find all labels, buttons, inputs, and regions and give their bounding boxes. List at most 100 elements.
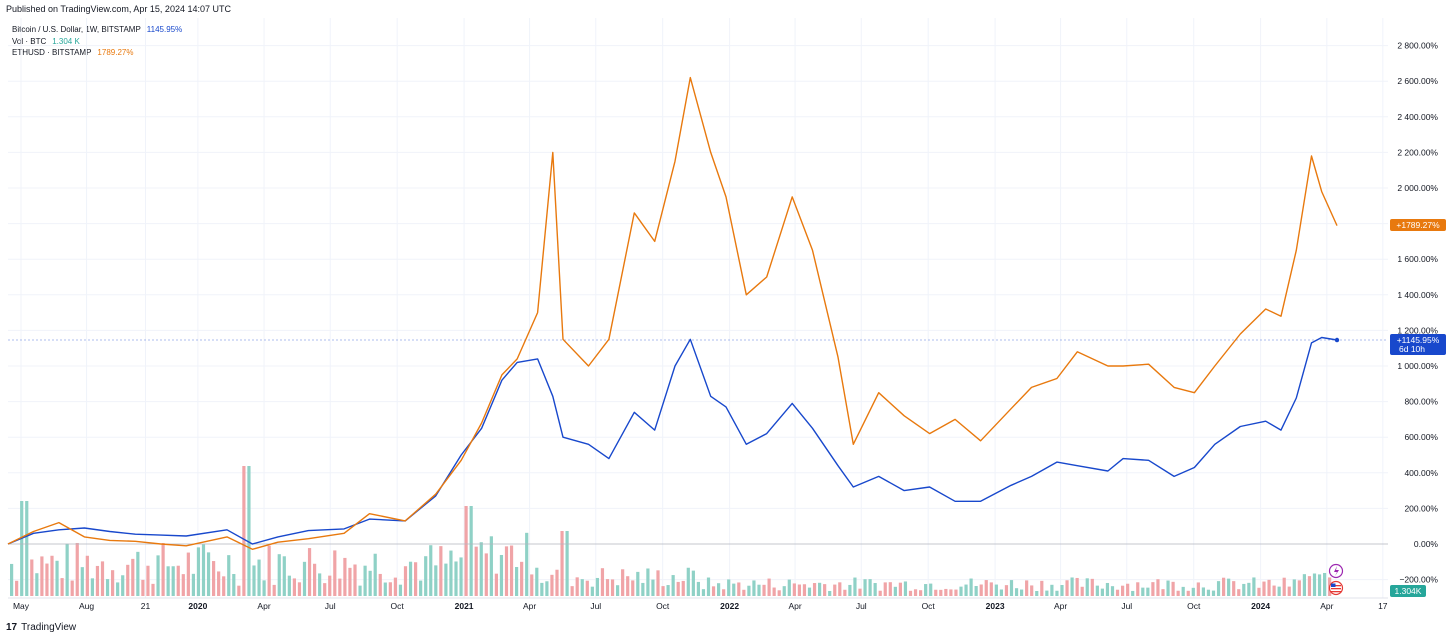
volume-bar bbox=[353, 564, 357, 596]
volume-bar bbox=[30, 559, 34, 596]
volume-bar bbox=[863, 579, 867, 596]
btc-price-tag-text: +1145.95% bbox=[1397, 335, 1440, 345]
volume-bar bbox=[686, 567, 690, 596]
volume-bar bbox=[1105, 582, 1110, 596]
legend-vol[interactable]: Vol · BTC 1.304 K bbox=[12, 36, 182, 48]
volume-bar bbox=[1146, 587, 1150, 596]
volume-bar bbox=[969, 578, 973, 596]
volume-bar bbox=[1287, 586, 1291, 596]
vol-value-tag: 1.304K bbox=[1390, 585, 1426, 597]
tradingview-brand[interactable]: 17 TradingView bbox=[6, 622, 76, 633]
volume-bar bbox=[676, 581, 680, 596]
x-tick-label: 2020 bbox=[188, 601, 207, 611]
volume-bar bbox=[55, 560, 59, 596]
volume-bar bbox=[802, 584, 807, 596]
volume-bar bbox=[888, 582, 892, 596]
volume-bar bbox=[136, 551, 140, 596]
volume-bar bbox=[550, 574, 554, 596]
volume-bar bbox=[1307, 576, 1312, 596]
volume-bar bbox=[494, 573, 498, 596]
btcusd-line bbox=[7, 336, 1338, 545]
legend-eth[interactable]: ETHUSD · BITSTAMP 1789.27% bbox=[12, 47, 182, 59]
volume-bar bbox=[605, 579, 610, 596]
volume-bar bbox=[95, 565, 100, 596]
volume-bar bbox=[1176, 590, 1180, 596]
volume-bar bbox=[1206, 589, 1211, 596]
volume-bar bbox=[636, 571, 640, 596]
volume-bar bbox=[575, 577, 579, 596]
volume-bar bbox=[262, 580, 266, 596]
legend-btc[interactable]: Bitcoin / U.S. Dollar, 1W, BITSTAMP 1145.… bbox=[12, 24, 182, 36]
volume-bar bbox=[343, 557, 347, 596]
volume-bar bbox=[843, 589, 847, 596]
volume-bar bbox=[1085, 578, 1089, 596]
volume-bar bbox=[1277, 586, 1281, 596]
volume-bar bbox=[212, 561, 216, 596]
volume-bar bbox=[590, 586, 594, 596]
volume-bar bbox=[146, 565, 150, 596]
volume-bar bbox=[313, 563, 317, 596]
volume-bar bbox=[1025, 580, 1029, 596]
x-tick-label: Oct bbox=[1187, 601, 1201, 611]
volume-bar bbox=[858, 588, 862, 596]
volume-bar bbox=[1267, 579, 1271, 596]
volume-bar bbox=[853, 577, 857, 596]
volume-bar bbox=[530, 574, 534, 596]
volume-bar bbox=[85, 555, 89, 596]
volume-bar bbox=[848, 584, 852, 596]
volume-bar bbox=[1292, 579, 1296, 596]
volume-bar bbox=[1232, 581, 1236, 596]
volume-bar bbox=[1216, 581, 1221, 596]
volume-bar bbox=[479, 542, 483, 596]
volume-bars bbox=[10, 466, 1332, 596]
volume-bar bbox=[807, 587, 812, 596]
volume-bar bbox=[1282, 577, 1286, 596]
volume-bar bbox=[414, 562, 418, 596]
volume-bar bbox=[287, 575, 291, 596]
volume-bar bbox=[934, 589, 938, 596]
volume-bar bbox=[616, 585, 620, 596]
volume-bar bbox=[621, 569, 625, 596]
price-axis[interactable]: 2 800.00% 2 600.00% 2 400.00% 2 200.00% 2 00… bbox=[1397, 41, 1438, 585]
volume-bar bbox=[70, 580, 74, 596]
x-tick-label: Jul bbox=[325, 601, 336, 611]
volume-bar bbox=[1297, 580, 1301, 596]
volume-bar bbox=[449, 550, 453, 596]
volume-bar bbox=[35, 573, 39, 596]
volume-bar bbox=[307, 548, 312, 596]
volume-bar bbox=[378, 573, 382, 596]
volume-bar bbox=[1115, 589, 1120, 596]
time-axis[interactable]: May Aug 21 2020 Apr Jul Oct 2021 Apr Jul Oct 2022 Ap… bbox=[8, 597, 1388, 611]
btc-price-tag: +1145.95% 6d 10h bbox=[1390, 334, 1446, 355]
us-flag-icon[interactable] bbox=[1328, 580, 1344, 596]
volume-bar bbox=[272, 584, 276, 596]
x-tick-label: Jul bbox=[590, 601, 601, 611]
volume-bar bbox=[116, 582, 120, 596]
volume-bar bbox=[1312, 573, 1317, 596]
volume-bar bbox=[1237, 589, 1241, 596]
flash-icon[interactable] bbox=[1328, 563, 1344, 579]
legend-btc-value: 1145.95% bbox=[146, 25, 183, 34]
volume-bar bbox=[186, 552, 190, 596]
volume-bar bbox=[1009, 580, 1014, 596]
volume-bar bbox=[999, 589, 1003, 596]
tradingview-logo-icon: 17 bbox=[6, 622, 18, 633]
volume-bar bbox=[929, 583, 933, 596]
volume-bar bbox=[196, 547, 201, 596]
volume-bar bbox=[100, 561, 105, 596]
volume-bar bbox=[1110, 586, 1115, 596]
x-tick-label: Oct bbox=[922, 601, 936, 611]
volume-bar bbox=[782, 586, 786, 596]
volume-bar bbox=[772, 587, 776, 596]
volume-bar bbox=[509, 545, 514, 596]
volume-bar bbox=[141, 579, 145, 596]
x-tick-label: Apr bbox=[523, 601, 536, 611]
volume-bar bbox=[201, 544, 206, 596]
volume-bar bbox=[484, 553, 488, 596]
volume-bar bbox=[1136, 582, 1140, 596]
volume-bar bbox=[580, 579, 584, 596]
volume-bar bbox=[1065, 580, 1069, 596]
volume-bar bbox=[60, 578, 64, 596]
volume-bar bbox=[282, 556, 286, 596]
